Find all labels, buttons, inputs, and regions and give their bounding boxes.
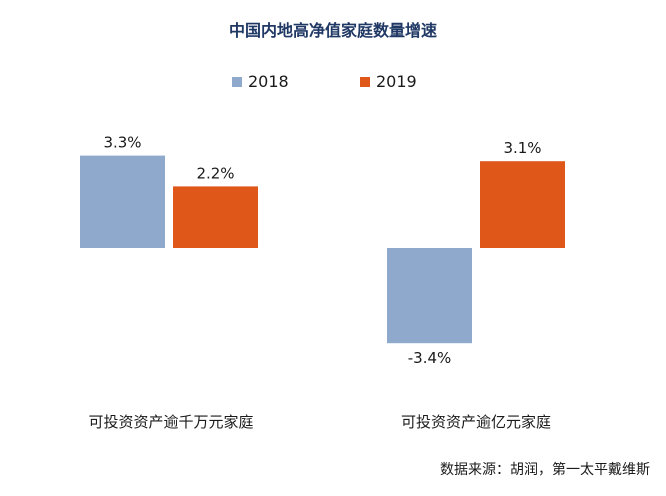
data-label-2019-cat1: 2.2%: [196, 164, 234, 182]
data-label-2019-cat2: 3.1%: [503, 139, 541, 157]
legend-item-2018: 2018: [232, 72, 289, 91]
bar-2018-cat1: [80, 155, 165, 248]
bar-2019-cat2: [480, 161, 565, 248]
legend-swatch-2019: [360, 76, 370, 87]
category-label-1: 可投资资产逾千万元家庭: [88, 413, 253, 431]
chart-title: 中国内地高净值家庭数量增速: [228, 21, 437, 40]
bar-2019-cat1: [173, 186, 258, 248]
data-label-2018-cat1: 3.3%: [103, 134, 141, 152]
legend-label-2019: 2019: [376, 72, 417, 91]
data-label-2018-cat2: -3.4%: [408, 349, 452, 367]
bar-2018-cat2: [387, 248, 472, 344]
category-label-2: 可投资资产逾亿元家庭: [401, 413, 551, 431]
legend-label-2018: 2018: [248, 72, 289, 91]
legend-item-2019: 2019: [360, 72, 417, 91]
legend: 2018 2019: [0, 72, 666, 94]
legend-swatch-2018: [232, 76, 242, 87]
source-note: 数据来源：胡润，第一太平戴维斯: [440, 462, 650, 478]
